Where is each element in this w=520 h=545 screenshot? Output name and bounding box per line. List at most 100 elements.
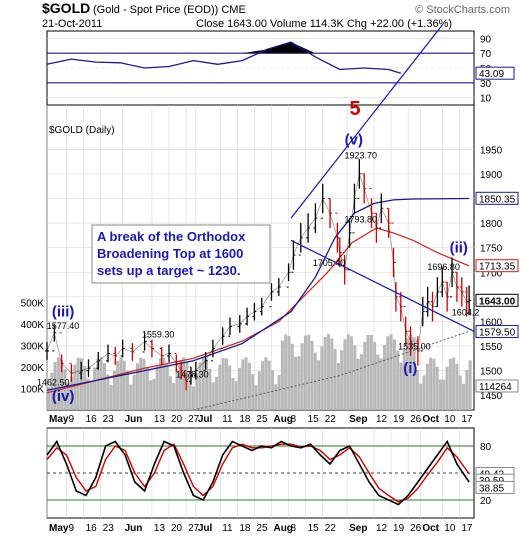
volume-bar <box>264 357 268 410</box>
volume-bar <box>109 384 113 410</box>
volume-bar <box>122 360 126 410</box>
volume-bar <box>287 335 291 410</box>
stoch-x-label: 23 <box>103 523 115 534</box>
rsi-tick-label: 90 <box>480 34 492 45</box>
volume-bar <box>280 340 284 410</box>
volume-bar <box>211 382 215 410</box>
stoch-x-label: Oct <box>422 523 439 534</box>
price-x-label: 9 <box>69 414 75 425</box>
volume-bar <box>468 360 472 410</box>
rsi-overbought-fill <box>242 42 316 54</box>
volume-bar <box>208 368 212 410</box>
price-x-label: Jul <box>198 414 213 425</box>
volume-bar <box>422 375 426 410</box>
price-tick-label: 1950 <box>480 145 503 156</box>
volume-bar <box>116 360 120 410</box>
volume-bar <box>442 379 446 410</box>
volume-bar <box>369 335 373 410</box>
volume-bar <box>149 380 153 410</box>
volume-bar <box>99 357 103 410</box>
volume-bar <box>435 366 439 410</box>
stoch-k-line <box>46 439 470 506</box>
price-x-label: 13 <box>154 414 166 425</box>
volume-bar <box>175 369 179 410</box>
volume-bar <box>56 357 60 410</box>
volume-bar <box>83 365 87 410</box>
stoch-x-label: 15 <box>308 523 320 534</box>
volume-bar <box>119 357 123 410</box>
price-right-badge <box>475 325 519 339</box>
rsi-tick-label: 30 <box>480 79 492 90</box>
wave-label: (ii) <box>450 240 468 257</box>
volume-bar <box>448 358 452 410</box>
volume-bar <box>191 386 195 410</box>
symbol-description: (Gold - Spot Price (EOD)) CME <box>93 4 246 16</box>
volume-bar <box>106 374 110 410</box>
volume-bar <box>363 341 367 410</box>
price-tick-label: 1600 <box>480 317 503 328</box>
chart-date: 21-Oct-2011 <box>42 18 102 30</box>
ma200-line <box>46 197 470 391</box>
volume-bar <box>126 370 130 410</box>
volume-bar <box>129 384 133 410</box>
volume-bar <box>66 382 70 410</box>
volume-bar <box>458 375 462 410</box>
volume-bar <box>47 386 50 410</box>
rsi-tick-label: 70 <box>480 49 492 60</box>
volume-bar <box>188 372 192 410</box>
volume-tick-label: 500K <box>21 299 45 310</box>
volume-bar <box>165 364 169 410</box>
volume-bar <box>425 363 429 410</box>
volume-bar <box>419 383 423 410</box>
volume-bar <box>356 358 360 410</box>
volume-bar <box>261 361 265 410</box>
rsi-tick-label: 10 <box>480 94 492 105</box>
price-point-label: 1793.80 <box>344 215 377 225</box>
volume-bar <box>346 334 350 410</box>
volume-bar <box>330 338 334 410</box>
stoch-x-label: 8 <box>291 523 297 534</box>
volume-bar <box>234 381 238 410</box>
price-x-label: 27 <box>188 414 200 425</box>
price-x-label: 15 <box>308 414 320 425</box>
volume-bar <box>392 339 396 410</box>
volume-bar <box>310 340 314 410</box>
volume-bar <box>432 358 436 410</box>
volume-bar <box>214 376 218 410</box>
volume-bar <box>406 338 410 410</box>
price-x-label: 16 <box>86 414 98 425</box>
price-tick-label: 1550 <box>480 342 503 353</box>
price-x-label: 12 <box>376 414 388 425</box>
price-x-label: 23 <box>103 414 115 425</box>
volume-bar <box>300 343 304 410</box>
price-x-label: 11 <box>222 414 233 425</box>
volume-bar <box>452 357 456 410</box>
volume-bar <box>396 350 400 410</box>
price-point-label: 1462.50 <box>37 377 70 387</box>
price-legend: $GOLD (Daily) <box>49 125 115 136</box>
price-tick-label: 1500 <box>480 367 503 378</box>
stoch-tick-label: 80 <box>480 442 492 453</box>
price-x-label: Sep <box>349 414 367 425</box>
annotation-line: Broadening Top at 1600 <box>97 246 243 261</box>
volume-bar <box>60 359 64 410</box>
volume-bar <box>172 383 176 410</box>
price-point-label: 1705.40 <box>313 258 346 268</box>
volume-bar <box>366 334 370 410</box>
price-x-label: 22 <box>325 414 337 425</box>
volume-bar <box>333 348 337 410</box>
volume-bar <box>350 336 354 410</box>
volume-bar <box>247 362 251 410</box>
volume-bar <box>455 363 459 410</box>
volume-bar <box>93 367 97 410</box>
wave-label: 5 <box>350 98 361 120</box>
volume-bar <box>270 370 274 410</box>
volume-tick-label: 200K <box>21 363 45 374</box>
volume-bar <box>445 366 449 410</box>
broadening-lower-trendline <box>290 239 475 332</box>
price-point-label: 1604.2 <box>452 307 480 317</box>
wave-label: (iv) <box>52 388 75 405</box>
wave-label: (i) <box>403 360 417 377</box>
quote-line: Close 1643.00 Volume 114.3K Chg +22.00 (… <box>196 18 452 30</box>
price-right-label: 1579.50 <box>479 328 516 339</box>
